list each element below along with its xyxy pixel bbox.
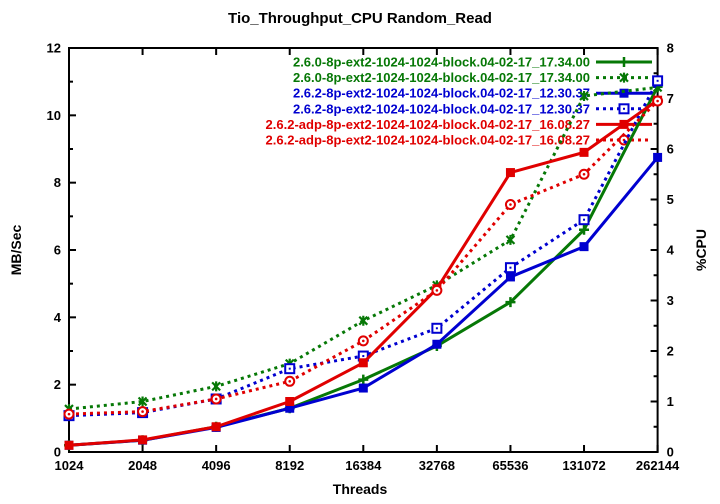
y-right-tick-label: 6 [667, 142, 674, 157]
y-right-tick-label: 2 [667, 344, 674, 359]
series-marker-square-filled [211, 422, 221, 432]
y-right-tick-label: 1 [667, 394, 674, 409]
x-tick-label: 8192 [275, 458, 304, 473]
series-marker-square-filled [358, 358, 368, 368]
series-marker-star [619, 72, 629, 83]
series-marker-circle-open [284, 375, 296, 387]
series-marker-circle-open [504, 199, 516, 211]
x-tick-label: 1024 [55, 458, 85, 473]
y-left-tick-label: 10 [47, 108, 61, 123]
series-2 [64, 152, 663, 450]
series-marker-square-filled [138, 435, 148, 445]
y-right-tick-label: 5 [667, 192, 674, 207]
series-marker-circle-open [578, 168, 590, 180]
x-tick-label: 2048 [128, 458, 157, 473]
series-line [68, 156, 659, 447]
series-marker-circle-open [137, 406, 149, 418]
y-left-tick-label: 12 [47, 41, 61, 56]
x-tick-label: 16384 [345, 458, 382, 473]
series-marker-star [137, 396, 148, 407]
legend-label: 2.6.0-8p-ext2-1024-1024-block.04-02-17_1… [293, 55, 590, 70]
x-tick-label: 32768 [419, 458, 455, 473]
series-marker-circle-open [210, 393, 222, 405]
legend-label: 2.6.2-adp-8p-ext2-1024-1024-block.04-02-… [266, 133, 590, 148]
series-marker-star [211, 381, 221, 392]
x-tick-label: 65536 [492, 458, 528, 473]
legend-row: 2.6.0-8p-ext2-1024-1024-block.04-02-17_1… [293, 70, 652, 85]
series-marker-plus [358, 374, 369, 385]
series-marker-circle-open [652, 95, 664, 107]
series-marker-square-open [618, 103, 630, 115]
series-line [68, 85, 658, 411]
legend-label: 2.6.2-8p-ext2-1024-1024-block.04-02-17_1… [293, 86, 590, 101]
y-right-tick-label: 7 [667, 91, 674, 106]
series-marker-square-filled [285, 403, 295, 413]
series-marker-square-filled [505, 168, 515, 178]
series-marker-square-open [284, 363, 296, 375]
series-marker-square-open [504, 262, 516, 274]
x-axis-label: Threads [332, 481, 388, 497]
series-marker-square-filled [64, 440, 74, 450]
series-marker-plus [505, 297, 516, 308]
legend-row: 2.6.2-8p-ext2-1024-1024-block.04-02-17_1… [293, 101, 652, 116]
series-marker-star [358, 315, 369, 326]
legend-row: 2.6.2-adp-8p-ext2-1024-1024-block.04-02-… [266, 133, 652, 148]
series-marker-square-filled [619, 88, 629, 98]
series-line [68, 98, 659, 447]
y-right-tick-label: 0 [667, 445, 674, 460]
y-axis-label-left: MB/Sec [8, 224, 24, 276]
y-left-tick-label: 0 [54, 445, 61, 460]
series-marker-square-filled [653, 152, 663, 162]
series-marker-plus [579, 224, 590, 235]
legend-label: 2.6.0-8p-ext2-1024-1024-block.04-02-17_1… [293, 70, 590, 85]
series-marker-circle-open [431, 284, 443, 296]
y-left-tick-label: 4 [54, 310, 62, 325]
y-left-tick-label: 8 [54, 175, 61, 190]
y-right-tick-label: 4 [667, 243, 675, 258]
legend: 2.6.0-8p-ext2-1024-1024-block.04-02-17_1… [266, 55, 652, 148]
series-marker-star [579, 90, 589, 101]
series-marker-circle-open [63, 408, 75, 420]
chart-title: Tio_Throughput_CPU Random_Read [228, 10, 492, 27]
series-marker-square-open [578, 214, 590, 226]
series-marker-square-filled [579, 242, 589, 252]
legend-row: 2.6.0-8p-ext2-1024-1024-block.04-02-17_1… [293, 55, 652, 70]
legend-row: 2.6.2-8p-ext2-1024-1024-block.04-02-17_1… [293, 86, 652, 101]
series-marker-circle-open [357, 335, 369, 347]
legend-label: 2.6.2-adp-8p-ext2-1024-1024-block.04-02-… [266, 117, 590, 132]
x-tick-label: 262144 [636, 458, 680, 473]
y-left-tick-label: 2 [54, 377, 61, 392]
series-4 [64, 95, 663, 450]
y-right-tick-label: 3 [667, 293, 674, 308]
series-marker-square-filled [285, 397, 295, 406]
y-right-tick-label: 8 [667, 41, 674, 56]
series-marker-star [505, 234, 516, 245]
series-marker-square-filled [432, 339, 442, 349]
series-marker-square-filled [505, 272, 515, 282]
series-5 [63, 95, 664, 420]
series-marker-square-filled [579, 147, 589, 157]
x-tick-label: 131072 [562, 458, 605, 473]
series-marker-plus [619, 57, 629, 67]
y-left-tick-label: 6 [54, 243, 61, 258]
series-line [68, 99, 659, 416]
y-axis-label-right: %CPU [693, 228, 709, 272]
legend-row: 2.6.2-adp-8p-ext2-1024-1024-block.04-02-… [266, 117, 652, 132]
series-marker-square-open [652, 75, 664, 87]
series-marker-square-filled [358, 383, 368, 393]
series-marker-square-open [431, 322, 443, 334]
legend-label: 2.6.2-8p-ext2-1024-1024-block.04-02-17_1… [293, 101, 590, 116]
axis-ticks [68, 47, 659, 453]
x-tick-label: 4096 [202, 458, 231, 473]
